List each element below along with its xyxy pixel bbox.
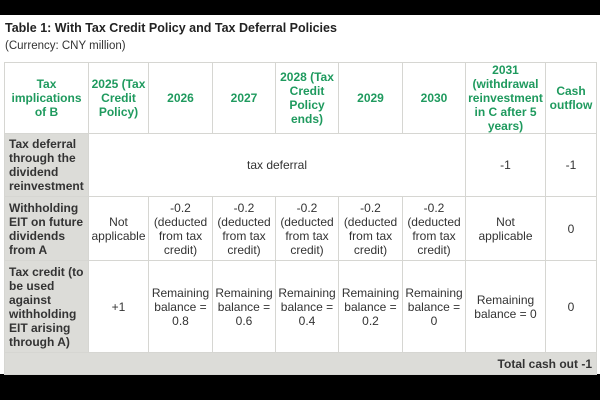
header-cell: 2031 (withdrawal reinvestment in C after… bbox=[465, 62, 546, 134]
table-cell: Not applicable bbox=[465, 196, 546, 261]
table-cell: -1 bbox=[465, 133, 546, 197]
row-label: Tax deferral through the dividend reinve… bbox=[4, 133, 89, 197]
table-row: Tax credit (to be used against withholdi… bbox=[4, 260, 597, 353]
table-cell: 0 bbox=[545, 260, 597, 353]
table-cell: Remaining balance = 0 bbox=[465, 260, 546, 353]
table-cell: -0.2 (deducted from tax credit) bbox=[148, 196, 213, 261]
header-cell: Cash outflow bbox=[545, 62, 597, 134]
table-cell: -0.2 (deducted from tax credit) bbox=[338, 196, 403, 261]
tax-table: Tax implications of B 2025 (Tax Credit P… bbox=[4, 62, 597, 375]
header-row: Tax implications of B 2025 (Tax Credit P… bbox=[4, 62, 597, 134]
currency-note: (Currency: CNY million) bbox=[5, 40, 126, 52]
merged-cell: tax deferral bbox=[88, 133, 466, 197]
table-row: Tax deferral through the dividend reinve… bbox=[4, 133, 597, 197]
table-cell: -0.2 (deducted from tax credit) bbox=[402, 196, 466, 261]
table-cell: +1 bbox=[88, 260, 149, 353]
table-cell: Not applicable bbox=[88, 196, 149, 261]
table-cell: Remaining balance = 0.4 bbox=[275, 260, 339, 353]
header-cell: 2026 bbox=[148, 62, 213, 134]
table-cell: Remaining balance = 0.6 bbox=[212, 260, 276, 353]
total-cash-out: Total cash out -1 bbox=[4, 352, 597, 375]
header-cell: Tax implications of B bbox=[4, 62, 89, 134]
row-label: Tax credit (to be used against withholdi… bbox=[4, 260, 89, 353]
table-cell: Remaining balance = 0 bbox=[402, 260, 466, 353]
row-label: Withholding EIT on future dividends from… bbox=[4, 196, 89, 261]
total-row: Total cash out -1 bbox=[4, 352, 597, 375]
table-cell: Remaining balance = 0.8 bbox=[148, 260, 213, 353]
header-cell: 2030 bbox=[402, 62, 466, 134]
header-cell: 2025 (Tax Credit Policy) bbox=[88, 62, 149, 134]
header-cell: 2028 (Tax Credit Policy ends) bbox=[275, 62, 339, 134]
table-row: Withholding EIT on future dividends from… bbox=[4, 196, 597, 261]
header-cell: 2027 bbox=[212, 62, 276, 134]
header-cell: 2029 bbox=[338, 62, 403, 134]
page: Table 1: With Tax Credit Policy and Tax … bbox=[0, 15, 600, 375]
table-cell: Remaining balance = 0.2 bbox=[338, 260, 403, 353]
table-cell: 0 bbox=[545, 196, 597, 261]
table-cell: -0.2 (deducted from tax credit) bbox=[212, 196, 276, 261]
table-cell: -0.2 (deducted from tax credit) bbox=[275, 196, 339, 261]
table-cell: -1 bbox=[545, 133, 597, 197]
table-title: Table 1: With Tax Credit Policy and Tax … bbox=[5, 21, 337, 35]
